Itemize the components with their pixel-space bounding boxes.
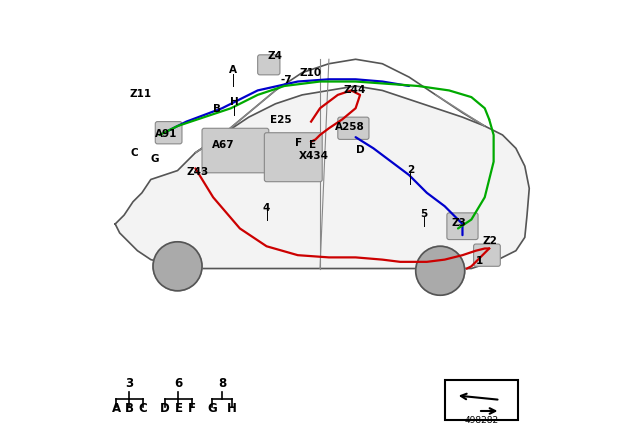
Text: Z10: Z10: [299, 68, 321, 78]
FancyBboxPatch shape: [156, 121, 182, 144]
Text: C: C: [131, 148, 138, 158]
Text: B: B: [125, 402, 134, 415]
Text: 498282: 498282: [465, 417, 499, 426]
Text: 8: 8: [218, 376, 226, 389]
Text: 3: 3: [125, 376, 134, 389]
FancyBboxPatch shape: [258, 55, 280, 75]
Text: Z4: Z4: [268, 51, 283, 61]
Text: D: D: [160, 402, 170, 415]
FancyBboxPatch shape: [338, 117, 369, 139]
Text: F: F: [188, 402, 196, 415]
Text: -7: -7: [281, 75, 292, 85]
Text: 5: 5: [420, 209, 428, 219]
Text: E25: E25: [270, 115, 292, 125]
Bar: [445, 380, 518, 420]
Text: X434: X434: [300, 151, 329, 161]
FancyBboxPatch shape: [447, 213, 478, 240]
Text: Z44: Z44: [344, 86, 366, 95]
Text: A258: A258: [335, 122, 365, 133]
Text: A91: A91: [156, 129, 177, 138]
FancyBboxPatch shape: [202, 128, 269, 173]
Text: G: G: [207, 402, 217, 415]
Text: C: C: [138, 402, 147, 415]
Circle shape: [153, 242, 202, 291]
Text: G: G: [150, 155, 159, 164]
Text: Z3: Z3: [451, 218, 467, 228]
Text: A: A: [229, 65, 237, 75]
Text: Z43: Z43: [186, 167, 209, 177]
Text: 6: 6: [174, 376, 182, 389]
Text: E: E: [175, 402, 182, 415]
FancyBboxPatch shape: [474, 244, 500, 266]
Text: 4: 4: [263, 202, 270, 212]
Text: F: F: [295, 138, 302, 148]
Text: E: E: [309, 140, 316, 150]
Text: 1: 1: [476, 256, 483, 266]
Text: D: D: [356, 145, 364, 155]
Text: H: H: [227, 402, 237, 415]
Text: A67: A67: [212, 140, 235, 150]
Text: Z11: Z11: [130, 89, 152, 99]
Text: B: B: [212, 104, 221, 114]
FancyBboxPatch shape: [264, 133, 322, 182]
Text: A: A: [111, 402, 121, 415]
Text: Z2: Z2: [483, 236, 497, 246]
Circle shape: [416, 246, 465, 295]
Text: H: H: [230, 98, 239, 108]
Text: 2: 2: [407, 165, 414, 175]
Polygon shape: [115, 86, 529, 268]
